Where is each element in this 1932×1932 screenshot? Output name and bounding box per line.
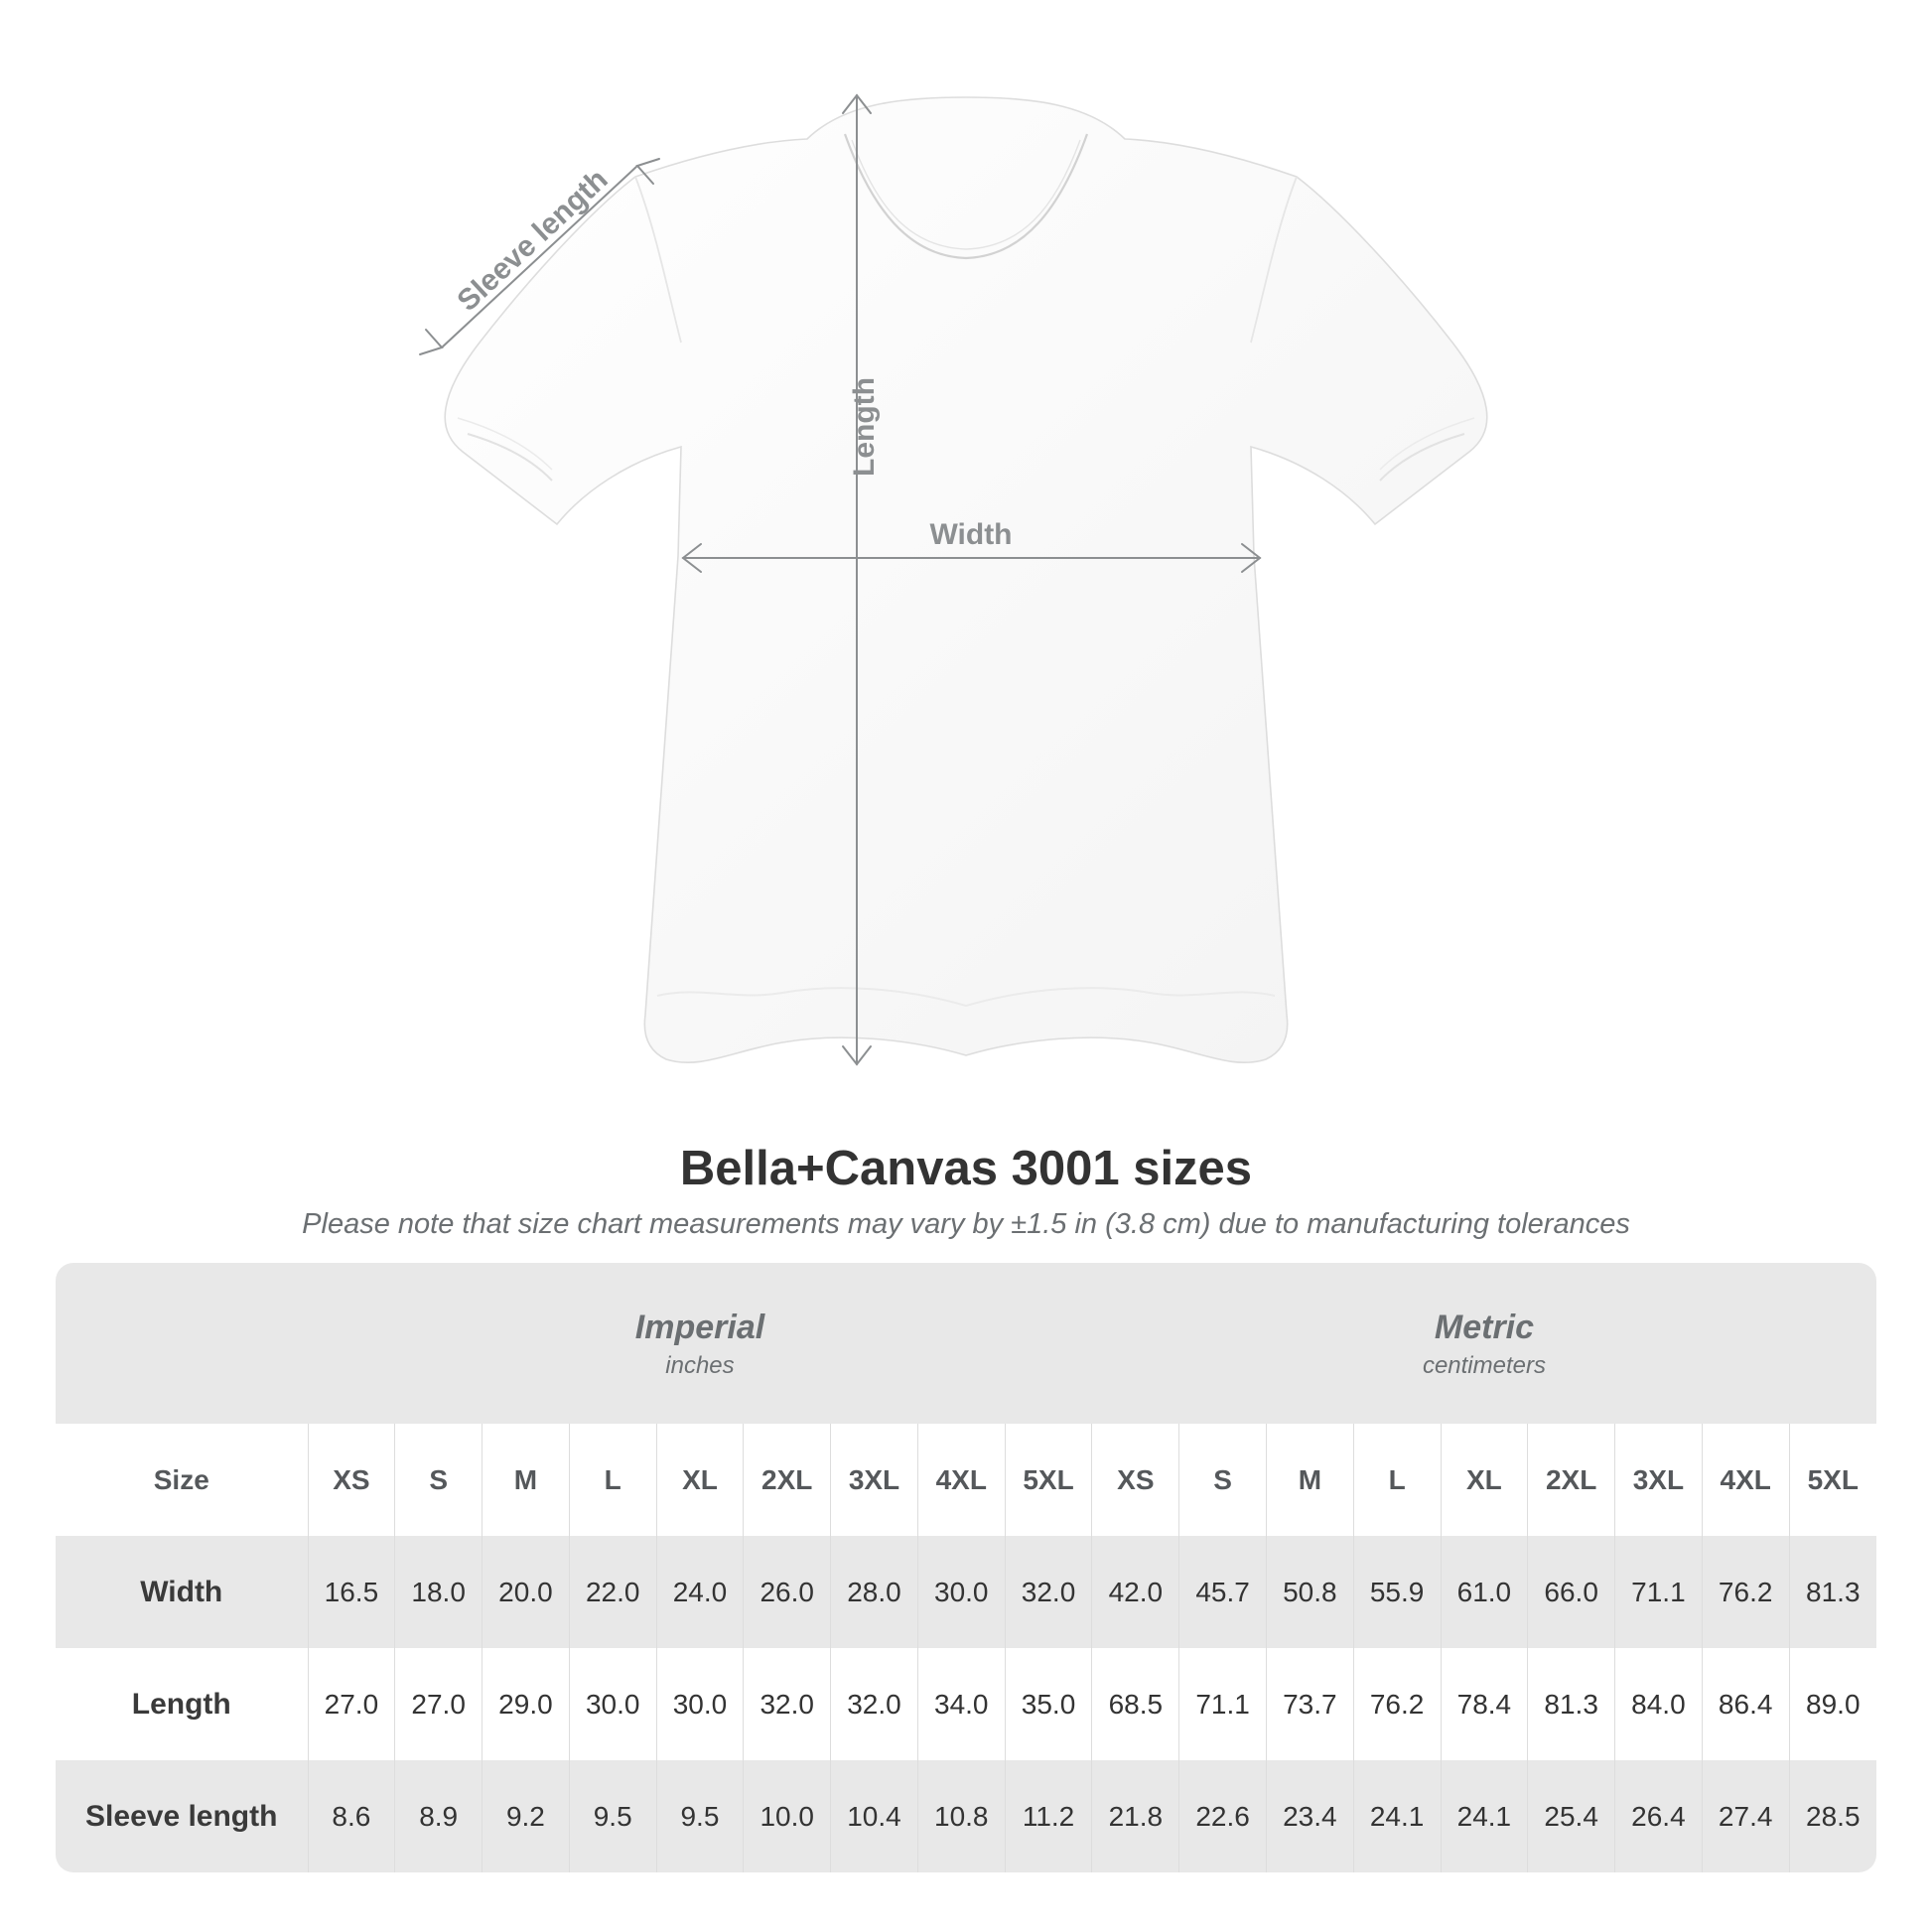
svg-text:Length: Length [848,377,881,477]
svg-text:Width: Width [929,518,1012,551]
